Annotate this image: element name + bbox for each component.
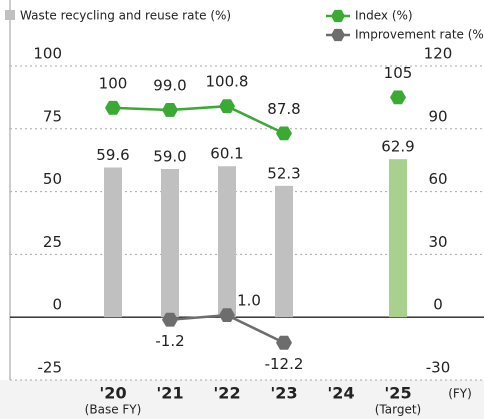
- y2-tick-label: 60: [428, 170, 447, 188]
- line-value-label: 100.8: [206, 73, 249, 91]
- y-tick-label: -25: [38, 359, 63, 377]
- y2-tick-label: 90: [428, 107, 447, 125]
- series-marker: [162, 312, 178, 327]
- x-tick-label: '20: [99, 384, 126, 403]
- bar-value-label: 60.1: [210, 145, 243, 163]
- series-marker: [105, 100, 121, 115]
- x-tick-label: '21: [156, 384, 183, 403]
- series-marker: [162, 103, 178, 117]
- series-line: [112, 104, 285, 135]
- x-tick-label: '25: [384, 384, 411, 403]
- bar-value-label: 59.0: [153, 147, 186, 165]
- x-tick-label: '22: [213, 384, 240, 403]
- legend-swatch: [5, 10, 15, 20]
- y-tick-label: 50: [43, 170, 62, 188]
- line-value-label: 105: [384, 64, 413, 82]
- series-marker: [219, 99, 235, 114]
- legend-label: Index (%): [355, 9, 413, 23]
- y2-tick-label: 30: [428, 233, 447, 251]
- bar: [389, 159, 407, 318]
- line-value-label: -1.2: [155, 332, 184, 350]
- bar-value-label: 52.3: [267, 164, 300, 182]
- y2-tick-label: 0: [433, 296, 443, 314]
- x-tick-note: (Target): [375, 403, 422, 417]
- y-tick-label: 0: [52, 296, 62, 314]
- y2-tick-label: 120: [424, 45, 453, 63]
- line-value-label: 100: [99, 74, 128, 92]
- y-tick-label: 25: [43, 233, 62, 251]
- series-marker: [219, 308, 235, 322]
- legend-marker: [331, 28, 345, 42]
- bar-value-label: 59.6: [96, 146, 129, 164]
- line-value-label: 1.0: [237, 292, 261, 310]
- y-tick-label: 100: [33, 45, 62, 63]
- y2-tick-label: -30: [426, 359, 451, 377]
- bar: [104, 167, 122, 318]
- series-marker: [276, 335, 292, 350]
- x-tick-note: (Base FY): [85, 403, 142, 417]
- x-tick-label: '23: [270, 384, 297, 403]
- bar: [218, 166, 236, 318]
- legend-label: Improvement rate (%): [355, 28, 484, 42]
- line-value-label: -12.2: [265, 355, 304, 373]
- x-tick-label: '24: [327, 384, 354, 403]
- series-marker: [390, 90, 406, 105]
- bar: [161, 168, 179, 318]
- line-value-label: 99.0: [153, 76, 186, 94]
- axis-band: [0, 380, 484, 419]
- legend-label: Waste recycling and reuse rate (%): [20, 9, 231, 23]
- line-value-label: 87.8: [267, 100, 300, 118]
- x-axis-label: (FY): [448, 387, 472, 401]
- series-marker: [276, 126, 292, 141]
- bar-value-label: 62.9: [381, 138, 414, 156]
- legend-marker: [331, 9, 345, 23]
- bar: [275, 185, 293, 318]
- y-tick-label: 75: [43, 107, 62, 125]
